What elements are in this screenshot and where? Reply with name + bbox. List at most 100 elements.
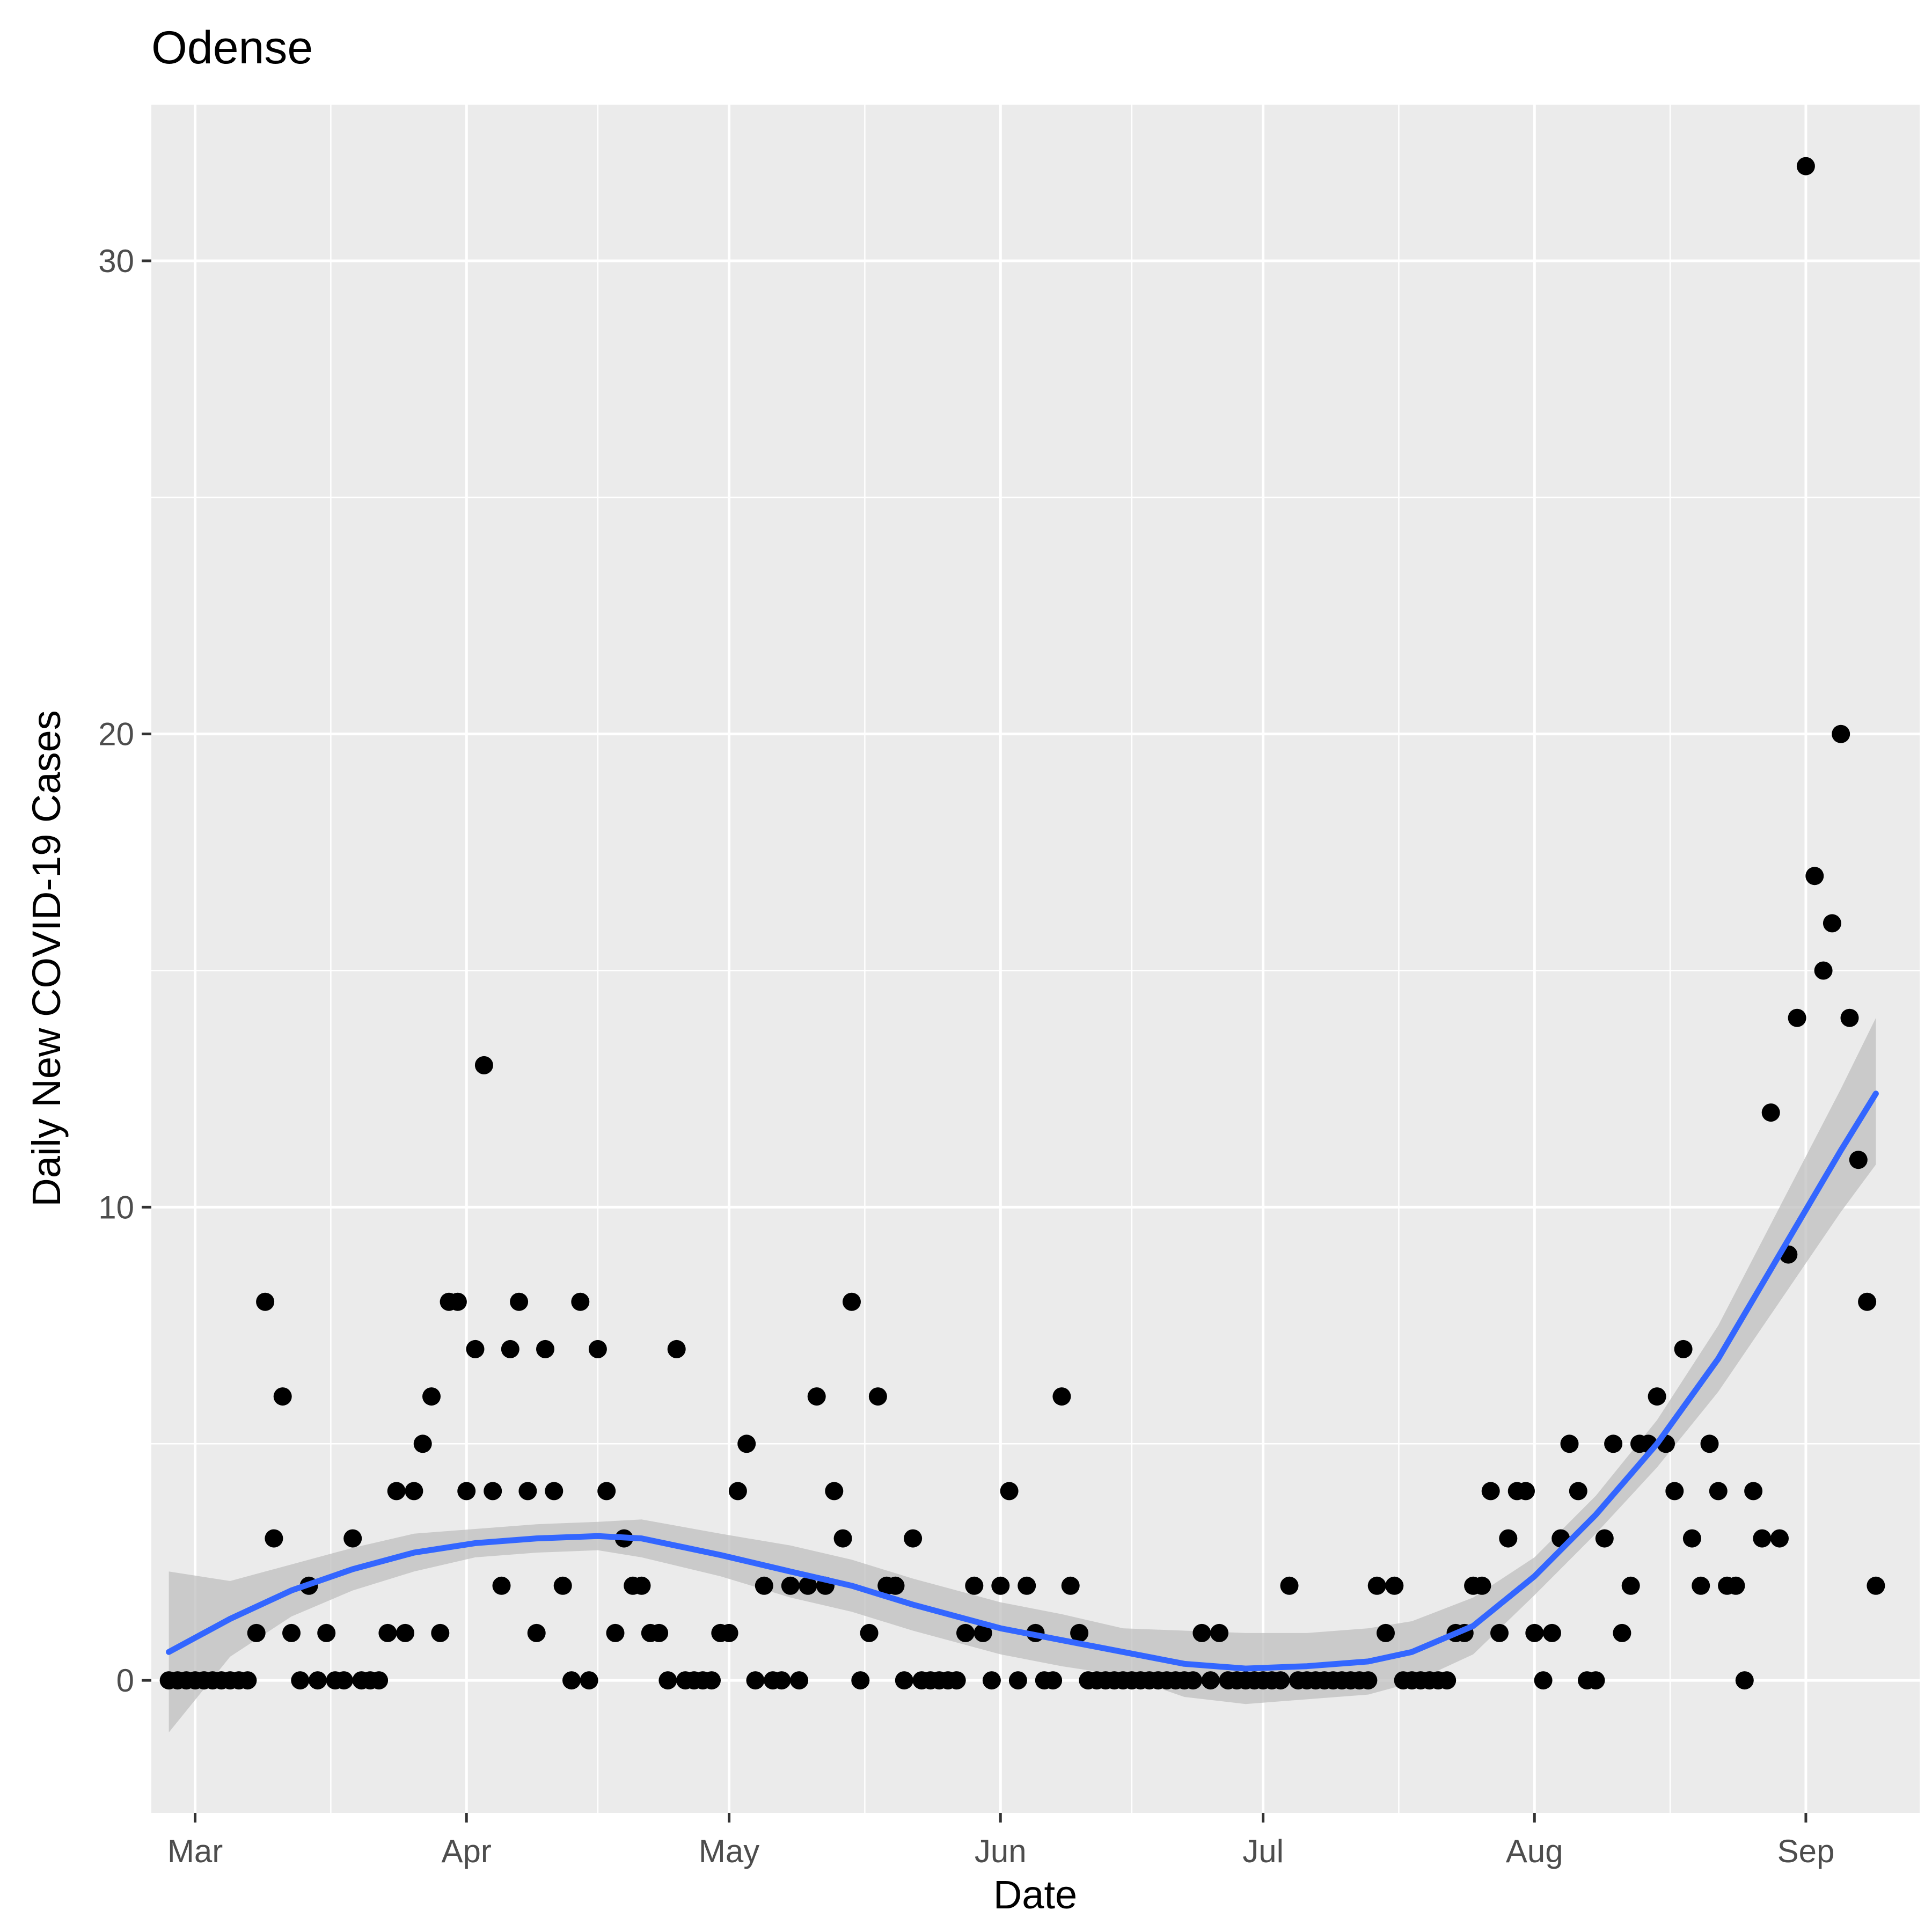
- data-point: [1595, 1529, 1614, 1548]
- data-point: [422, 1387, 441, 1406]
- data-point: [492, 1576, 511, 1595]
- data-point: [1761, 1103, 1780, 1122]
- data-point: [1280, 1576, 1299, 1595]
- data-point: [895, 1671, 913, 1690]
- data-point: [851, 1671, 870, 1690]
- data-point: [1814, 961, 1833, 980]
- data-point: [1061, 1576, 1080, 1595]
- data-point: [746, 1671, 765, 1690]
- data-point: [702, 1671, 721, 1690]
- data-point: [860, 1623, 879, 1642]
- data-point: [632, 1576, 651, 1595]
- data-point: [1823, 914, 1841, 933]
- data-point: [1586, 1671, 1605, 1690]
- data-point: [370, 1671, 389, 1690]
- data-point: [1805, 867, 1824, 885]
- data-point: [947, 1671, 966, 1690]
- data-point: [737, 1435, 756, 1453]
- data-point: [317, 1623, 336, 1642]
- data-point: [1648, 1387, 1666, 1406]
- data-point: [1192, 1623, 1211, 1642]
- data-point: [650, 1623, 669, 1642]
- x-axis-title: Date: [993, 1872, 1077, 1917]
- x-tick-label: Mar: [167, 1833, 223, 1869]
- y-tick-label: 30: [98, 243, 134, 279]
- smooth-line: [166, 1091, 1879, 1672]
- data-point: [562, 1671, 581, 1690]
- data-point: [484, 1482, 502, 1501]
- data-point: [571, 1292, 590, 1311]
- data-point: [1517, 1482, 1535, 1501]
- data-point: [755, 1576, 773, 1595]
- data-point: [1735, 1671, 1754, 1690]
- x-axis: Mar Apr May Jun Jul Aug Sep: [167, 1813, 1834, 1869]
- x-tick-label: May: [699, 1833, 759, 1869]
- data-point: [1052, 1387, 1071, 1406]
- data-point: [1569, 1482, 1587, 1501]
- data-point: [256, 1292, 275, 1311]
- data-point: [343, 1529, 362, 1548]
- data-point: [545, 1482, 564, 1501]
- data-point: [904, 1529, 923, 1548]
- data-point: [1604, 1435, 1623, 1453]
- data-point: [1044, 1671, 1063, 1690]
- data-point: [518, 1482, 537, 1501]
- data-point: [658, 1671, 677, 1690]
- data-point: [1674, 1340, 1693, 1358]
- data-point: [1621, 1576, 1640, 1595]
- data-point: [1867, 1576, 1885, 1595]
- data-point: [466, 1340, 485, 1358]
- x-tick-label: Sep: [1777, 1833, 1835, 1869]
- data-point: [1613, 1623, 1631, 1642]
- data-point: [501, 1340, 519, 1358]
- data-point: [886, 1576, 905, 1595]
- data-point: [1499, 1529, 1518, 1548]
- plot-panel: [151, 105, 1920, 1813]
- data-point: [1709, 1482, 1728, 1501]
- data-point: [1753, 1529, 1772, 1548]
- data-point: [1665, 1482, 1684, 1501]
- data-point: [1788, 1008, 1806, 1027]
- data-point: [238, 1671, 257, 1690]
- grid-minor: [151, 105, 1920, 1813]
- data-point: [527, 1623, 546, 1642]
- data-point: [1525, 1623, 1544, 1642]
- y-axis: 0 10 20 30: [98, 243, 151, 1699]
- data-point: [396, 1623, 414, 1642]
- data-point: [1201, 1671, 1220, 1690]
- data-point: [597, 1482, 616, 1501]
- data-point: [1770, 1529, 1789, 1548]
- data-point: [1184, 1671, 1203, 1690]
- data-point: [580, 1671, 598, 1690]
- data-point: [1840, 1008, 1859, 1027]
- data-point: [553, 1576, 572, 1595]
- data-point: [1271, 1671, 1290, 1690]
- data-point: [1832, 724, 1850, 743]
- data-point: [291, 1671, 310, 1690]
- data-point: [833, 1529, 852, 1548]
- data-point: [790, 1671, 809, 1690]
- x-tick-label: Jul: [1242, 1833, 1284, 1869]
- data-point: [1858, 1292, 1877, 1311]
- data-point: [982, 1671, 1001, 1690]
- y-tick-label: 10: [98, 1189, 134, 1225]
- data-point: [1700, 1435, 1719, 1453]
- data-point: [974, 1623, 992, 1642]
- data-point: [413, 1435, 432, 1453]
- data-point: [1490, 1623, 1509, 1642]
- data-point: [991, 1576, 1010, 1595]
- data-point: [720, 1623, 738, 1642]
- data-point: [1481, 1482, 1500, 1501]
- data-point: [1210, 1623, 1228, 1642]
- data-point: [431, 1623, 450, 1642]
- data-point: [1542, 1623, 1561, 1642]
- data-point: [1377, 1623, 1395, 1642]
- data-point: [273, 1387, 292, 1406]
- data-point: [956, 1623, 975, 1642]
- data-point: [1438, 1671, 1457, 1690]
- data-point: [405, 1482, 423, 1501]
- data-point: [588, 1340, 607, 1358]
- data-point: [378, 1623, 397, 1642]
- data-point: [1385, 1576, 1404, 1595]
